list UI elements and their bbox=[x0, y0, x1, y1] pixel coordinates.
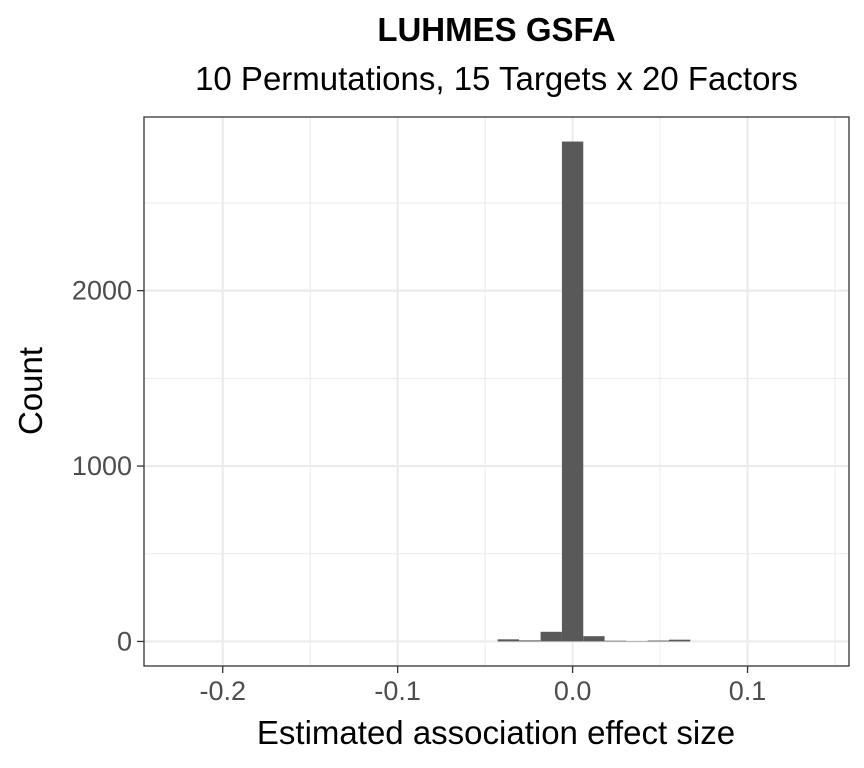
histogram-bar bbox=[497, 639, 520, 642]
histogram-bar bbox=[540, 631, 562, 642]
histogram-bar bbox=[647, 640, 669, 642]
y-tick-label: 1000 bbox=[72, 451, 132, 481]
histogram-bar bbox=[668, 639, 691, 642]
x-tick-label: -0.1 bbox=[374, 676, 421, 706]
y-axis-title: Count bbox=[12, 347, 49, 435]
x-axis-title: Estimated association effect size bbox=[257, 714, 735, 751]
panel-border bbox=[143, 116, 850, 667]
y-axis-ticks: 0 1000 2000 bbox=[72, 276, 144, 656]
y-tick-label: 2000 bbox=[72, 276, 132, 306]
chart-title: LUHMES GSFA bbox=[377, 11, 616, 48]
histogram-bar bbox=[519, 640, 541, 642]
chart-subtitle: 10 Permutations, 15 Targets x 20 Factors bbox=[195, 60, 798, 97]
x-tick-label: -0.2 bbox=[199, 676, 246, 706]
histogram-bar bbox=[583, 636, 605, 642]
histogram-bar bbox=[604, 640, 627, 642]
x-tick-label: 0.1 bbox=[729, 676, 767, 706]
x-tick-label: 0.0 bbox=[554, 676, 592, 706]
histogram-bar bbox=[561, 141, 584, 642]
grid-lines bbox=[144, 117, 849, 666]
histogram-bars bbox=[497, 141, 691, 642]
x-axis-ticks: -0.2 -0.1 0.0 0.1 bbox=[199, 666, 766, 706]
y-tick-label: 0 bbox=[117, 626, 132, 656]
